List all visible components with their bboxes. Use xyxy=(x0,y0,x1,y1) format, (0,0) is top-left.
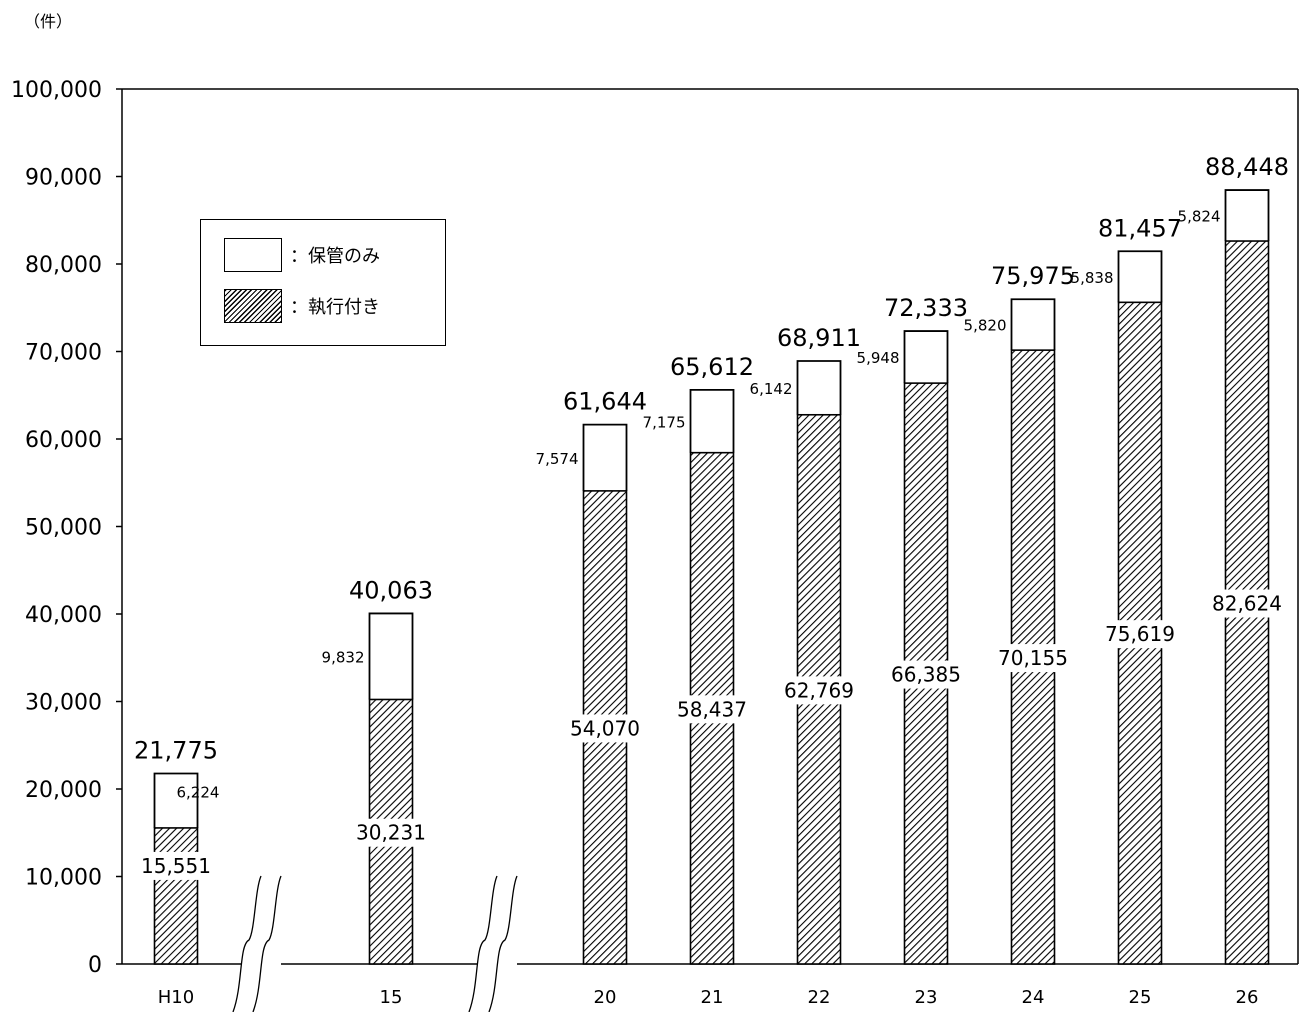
x-tick-label: 25 xyxy=(1129,987,1152,1008)
y-tick-label: 80,000 xyxy=(25,253,102,278)
data-label-total: 88,448 xyxy=(1205,153,1289,181)
data-label-total: 61,644 xyxy=(563,388,647,416)
data-label-with-execution: 15,551 xyxy=(141,854,211,878)
y-tick-label: 40,000 xyxy=(25,603,102,628)
y-tick-label: 60,000 xyxy=(25,428,102,453)
x-tick-label: 26 xyxy=(1236,987,1259,1008)
data-label-total: 72,333 xyxy=(884,294,968,322)
data-label-total: 81,457 xyxy=(1098,214,1182,242)
data-label-bg xyxy=(1105,620,1175,649)
legend-item-storage-only: ：保管のみ xyxy=(224,238,380,272)
data-label-bg xyxy=(677,695,747,724)
y-axis-unit-label: （件） xyxy=(24,12,73,31)
x-tick-label: 15 xyxy=(380,987,403,1008)
data-label-bg xyxy=(356,818,426,847)
bar-storage-only xyxy=(153,772,199,828)
data-label-with-execution: 70,155 xyxy=(998,646,1068,670)
data-label-with-execution: 66,385 xyxy=(891,663,961,687)
bar-storage-only xyxy=(582,423,628,491)
bar-storage-only xyxy=(796,360,842,415)
y-tick-label: 50,000 xyxy=(25,516,102,541)
y-tick-label: 70,000 xyxy=(25,341,102,366)
data-label-total: 65,612 xyxy=(670,353,754,381)
data-label-total: 68,911 xyxy=(777,324,861,352)
data-label-storage-only: 5,824 xyxy=(1178,208,1221,226)
bar-storage-only xyxy=(1224,189,1270,242)
data-label-total: 75,975 xyxy=(991,262,1075,290)
data-label-bg xyxy=(891,660,961,689)
data-label-bg xyxy=(998,644,1068,673)
y-tick-label: 10,000 xyxy=(25,866,102,891)
data-label-with-execution: 82,624 xyxy=(1212,592,1282,616)
legend-item-with-execution: ：執行付き xyxy=(224,289,380,323)
bar-storage-only xyxy=(1117,250,1163,303)
bar-storage-only xyxy=(1010,298,1056,351)
legend-label-with-execution: ：執行付き xyxy=(290,297,380,318)
bar-storage-only xyxy=(903,330,949,384)
x-tick-label: 24 xyxy=(1022,987,1045,1008)
x-tick-label: 21 xyxy=(701,987,724,1008)
y-tick-label: 90,000 xyxy=(25,166,102,191)
data-label-total: 21,775 xyxy=(134,736,218,764)
data-label-bg xyxy=(1212,589,1282,618)
data-label-storage-only: 6,142 xyxy=(750,380,793,398)
x-tick-label: 20 xyxy=(594,987,617,1008)
x-tick-label: 23 xyxy=(915,987,938,1008)
data-label-storage-only: 5,820 xyxy=(964,317,1007,335)
legend-swatch-storage-only xyxy=(224,238,282,272)
axis-break-mark xyxy=(488,875,518,1013)
legend-swatch-with-execution xyxy=(224,289,282,323)
x-tick-label: H10 xyxy=(158,987,194,1008)
data-label-storage-only: 9,832 xyxy=(322,648,365,666)
axis-break-mark xyxy=(252,875,282,1013)
data-label-total: 40,063 xyxy=(349,576,433,604)
data-label-storage-only: 5,838 xyxy=(1071,269,1114,287)
data-label-with-execution: 62,769 xyxy=(784,678,854,702)
data-label-storage-only: 6,224 xyxy=(177,783,220,801)
legend: ：保管のみ ：執行付き xyxy=(200,219,446,346)
y-tick-label: 100,000 xyxy=(11,78,102,103)
y-tick-label: 0 xyxy=(88,953,102,978)
axis-break-mark xyxy=(468,875,498,1013)
data-label-storage-only: 5,948 xyxy=(857,349,900,367)
data-label-storage-only: 7,175 xyxy=(643,413,686,431)
data-label-with-execution: 30,231 xyxy=(356,821,426,845)
bar-storage-only xyxy=(368,612,414,700)
data-label-bg xyxy=(784,676,854,705)
data-label-with-execution: 75,619 xyxy=(1105,622,1175,646)
axis-break-mark xyxy=(232,875,262,1013)
data-label-with-execution: 54,070 xyxy=(570,716,640,740)
data-label-storage-only: 7,574 xyxy=(536,450,579,468)
y-tick-label: 20,000 xyxy=(25,778,102,803)
x-tick-label: 22 xyxy=(808,987,831,1008)
data-label-with-execution: 58,437 xyxy=(677,697,747,721)
bar-storage-only xyxy=(689,388,735,453)
bar-with-execution xyxy=(153,827,199,965)
data-label-bg xyxy=(570,714,640,743)
data-label-bg xyxy=(141,851,211,880)
legend-label-storage-only: ：保管のみ xyxy=(290,246,380,267)
y-tick-label: 30,000 xyxy=(25,691,102,716)
